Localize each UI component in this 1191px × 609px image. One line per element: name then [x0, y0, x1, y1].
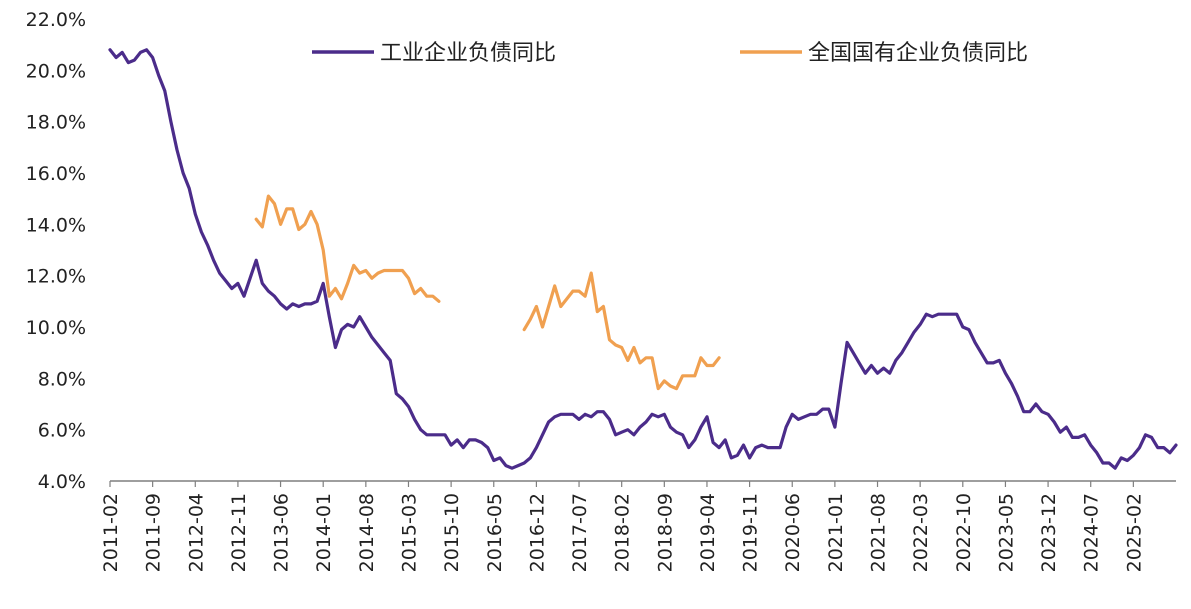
y-tick-label: 22.0%	[26, 9, 86, 31]
series-line-1	[254, 194, 441, 303]
y-tick-label: 18.0%	[26, 112, 86, 134]
legend-label-0: 工业企业负债同比	[380, 41, 556, 66]
series-layer	[108, 48, 1178, 470]
y-tick-label: 20.0%	[26, 60, 86, 82]
x-tick-label: 2025-02	[1123, 493, 1145, 572]
x-tick-label: 2022-10	[953, 493, 975, 572]
x-tick-label: 2023-05	[995, 493, 1017, 572]
x-tick-label: 2021-01	[825, 493, 847, 572]
y-axis: 22.0% 20.0% 18.0% 16.0% 14.0% 12.0% 10.0% 8.0% 6…	[26, 9, 86, 493]
x-tick-label: 2019-04	[697, 493, 719, 572]
x-tick-label: 2012-11	[228, 493, 250, 572]
x-tick-label: 2012-04	[185, 493, 207, 572]
x-tick-label: 2011-02	[100, 493, 122, 572]
legend-label-1: 全国国有企业负债同比	[808, 41, 1028, 66]
x-axis: 2011-02 2011-09 2012-04 2012-11 2013-06 2014-…	[100, 480, 1176, 572]
x-tick-label: 2021-08	[868, 493, 890, 572]
y-tick-label: 12.0%	[26, 266, 86, 288]
x-tick-label: 2014-01	[313, 493, 335, 572]
x-tick-label: 2024-07	[1081, 493, 1103, 572]
x-tick-label: 2016-05	[484, 493, 506, 572]
series-line-0	[108, 48, 1178, 470]
x-tick-label: 2013-06	[271, 493, 293, 572]
x-tick-label: 2020-06	[782, 493, 804, 572]
y-tick-label: 16.0%	[26, 163, 86, 185]
x-tick-label: 2014-08	[356, 493, 378, 572]
x-tick-label: 2017-07	[569, 493, 591, 572]
legend: 工业企业负债同比 全国国有企业负债同比	[312, 41, 1028, 66]
x-tick-label: 2018-02	[612, 493, 634, 572]
y-tick-label: 14.0%	[26, 214, 86, 236]
x-tick-label: 2015-03	[398, 493, 420, 572]
series-line-1	[522, 271, 721, 391]
y-tick-label: 6.0%	[38, 420, 86, 442]
x-tick-label: 2018-09	[654, 493, 676, 572]
x-tick-label: 2022-03	[910, 493, 932, 572]
x-tick-label: 2016-12	[526, 493, 548, 572]
x-tick-label: 2015-10	[441, 493, 463, 572]
x-tick-label: 2023-12	[1038, 493, 1060, 572]
y-tick-label: 4.0%	[38, 471, 86, 493]
y-tick-label: 8.0%	[38, 368, 86, 390]
x-tick-label: 2011-09	[143, 493, 165, 572]
y-tick-label: 10.0%	[26, 317, 86, 339]
x-tick-label: 2019-11	[740, 493, 762, 572]
